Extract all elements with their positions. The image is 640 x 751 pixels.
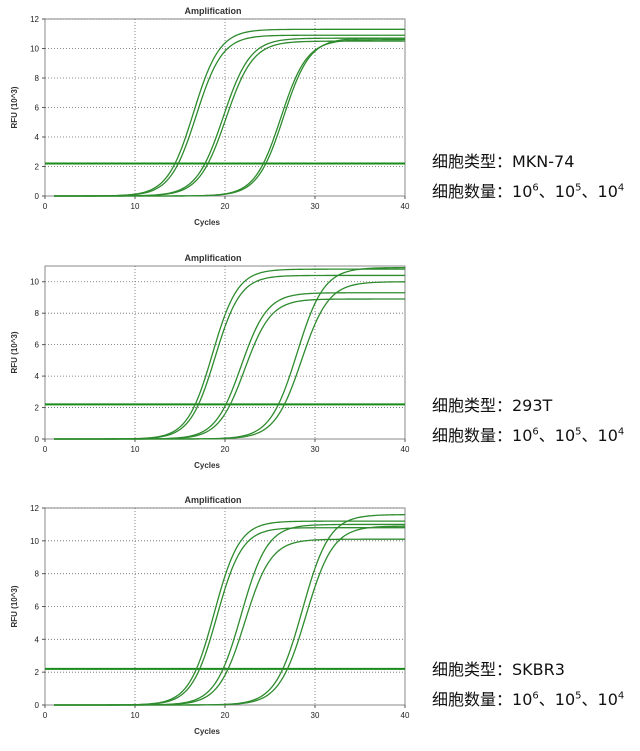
x-tick-label: 0: [43, 711, 48, 720]
caption-qty-base: 10: [512, 690, 533, 709]
x-tick-label: 20: [221, 445, 230, 454]
caption-cell-type-1: 细胞类型：MKN-74: [432, 152, 575, 171]
y-tick-label: 8: [35, 570, 40, 579]
y-axis-label: RFU (10^3): [10, 585, 19, 627]
amplification-curve-6: [54, 281, 406, 440]
y-tick-label: 0: [35, 701, 40, 710]
caption-cell-type-2: 细胞类型：293T: [432, 396, 553, 415]
caption-qty-exponent: 5: [575, 426, 582, 438]
y-tick-label: 4: [35, 133, 40, 142]
caption-qty-base: 10: [512, 426, 533, 445]
chart-panel-2: Amplification 0 10 20 30 40 0 2 4 6 8 10 Cycles RFU (…: [0, 245, 420, 485]
y-tick-label: 2: [35, 163, 40, 172]
y-tick-label: 0: [35, 435, 40, 444]
chart-title: Amplification: [184, 495, 241, 505]
caption-qty-exponent: 6: [532, 426, 539, 438]
y-tick-label: 6: [35, 341, 40, 350]
y-tick-label: 2: [35, 668, 40, 677]
x-tick-label: 30: [311, 202, 320, 211]
x-axis-label: Cycles: [194, 461, 220, 470]
y-tick-label: 6: [35, 104, 40, 113]
caption-qty-separator: 、: [581, 690, 598, 709]
amplification-chart-3: Amplification 0 10 20 30 40 0 2 4 6 8 10 12 Cycles RFU…: [10, 495, 410, 736]
y-tick-label: 4: [35, 635, 40, 644]
x-tick-label: 40: [401, 711, 410, 720]
caption-qty-exponent: 5: [575, 690, 582, 702]
caption-qty-exponent: 4: [617, 182, 625, 194]
x-tick-label: 30: [311, 445, 320, 454]
x-axis-label: Cycles: [194, 218, 220, 227]
caption-qty-exponent: 4: [617, 690, 625, 702]
caption-cell-qty-2: 细胞数量：106、105、104: [432, 426, 624, 446]
caption-qty-base: 10: [597, 182, 618, 201]
caption-qty-exponent: 5: [575, 182, 582, 194]
y-tick-label: 12: [30, 504, 39, 513]
chart-panel-3: Amplification 0 10 20 30 40 0 2 4 6 8 10 12 Cycles RFU…: [0, 488, 420, 736]
y-tick-label: 10: [30, 537, 39, 546]
y-tick-label: 10: [30, 278, 39, 287]
amplification-chart-1: Amplification 0 10 20 30 40 0 2 4 6 8 10 12 Cycles RFU…: [10, 6, 410, 227]
x-tick-label: 20: [221, 202, 230, 211]
y-tick-label: 4: [35, 372, 40, 381]
x-tick-label: 10: [131, 202, 140, 211]
caption-qty-exponent: 6: [532, 182, 539, 194]
caption-qty-separator: 、: [581, 426, 598, 445]
x-tick-label: 10: [131, 445, 140, 454]
y-axis-label: RFU (10^3): [10, 86, 19, 128]
caption-qty-separator: 、: [581, 182, 598, 201]
caption-qty-base: 10: [554, 182, 576, 201]
y-tick-label: 12: [30, 15, 39, 24]
caption-qty-exponent: 6: [532, 690, 539, 702]
y-tick-label: 8: [35, 309, 40, 318]
caption-qty-prefix: 细胞数量：: [432, 690, 513, 709]
caption-qty-exponent: 4: [617, 426, 625, 438]
caption-cell-type-3: 细胞类型：SKBR3: [432, 660, 565, 679]
y-tick-label: 8: [35, 74, 40, 83]
chart-title: Amplification: [184, 253, 241, 263]
x-tick-label: 30: [311, 711, 320, 720]
y-axis-label: RFU (10^3): [10, 331, 19, 373]
y-tick-label: 10: [30, 45, 39, 54]
x-tick-label: 40: [401, 445, 410, 454]
caption-qty-base: 10: [554, 690, 576, 709]
amplification-chart-2: Amplification 0 10 20 30 40 0 2 4 6 8 10 Cycles RFU (…: [10, 253, 410, 470]
x-tick-label: 20: [221, 711, 230, 720]
y-tick-label: 6: [35, 603, 40, 612]
caption-qty-prefix: 细胞数量：: [432, 182, 513, 201]
caption-cell-qty-1: 细胞数量：106、105、104: [432, 182, 624, 202]
caption-qty-prefix: 细胞数量：: [432, 426, 513, 445]
caption-qty-base: 10: [597, 426, 618, 445]
caption-qty-separator: 、: [538, 426, 555, 445]
caption-qty-separator: 、: [538, 182, 555, 201]
caption-qty-base: 10: [512, 182, 533, 201]
chart-title: Amplification: [184, 6, 241, 16]
x-tick-label: 10: [131, 711, 140, 720]
caption-qty-separator: 、: [538, 690, 555, 709]
x-tick-label: 0: [43, 202, 48, 211]
x-tick-label: 0: [43, 445, 48, 454]
x-tick-label: 40: [401, 202, 410, 211]
caption-qty-base: 10: [597, 690, 618, 709]
y-tick-label: 2: [35, 404, 40, 413]
chart-panel-1: Amplification 0 10 20 30 40 0 2 4 6 8 10 12 Cycles RFU…: [0, 0, 420, 240]
y-tick-label: 0: [35, 192, 40, 201]
amplification-curve-6: [54, 525, 406, 706]
x-axis-label: Cycles: [194, 727, 220, 736]
caption-qty-base: 10: [554, 426, 576, 445]
caption-cell-qty-3: 细胞数量：106、105、104: [432, 690, 624, 710]
amplification-curve-6: [54, 37, 405, 197]
